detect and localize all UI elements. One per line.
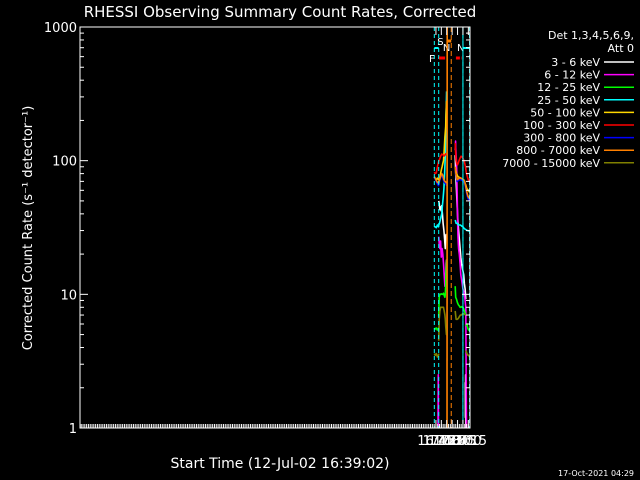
legend-header-line-2: Att 0 — [608, 42, 634, 55]
series-7-segment-0 — [433, 172, 448, 184]
series-5-segment-0 — [433, 152, 448, 175]
x-tick-label-4: 17:45 — [439, 434, 476, 449]
series-5-segment-1 — [454, 143, 471, 182]
legend-label-8: 7000 - 15000 keV — [502, 157, 600, 170]
night-N-marker: N — [443, 43, 450, 54]
legend-label-6: 300 - 800 keV — [523, 132, 600, 145]
series-8-segment-0 — [433, 352, 440, 358]
timestamp-text: 17-Oct-2021 04:29 — [558, 469, 634, 478]
series-7-segment-2 — [454, 166, 471, 200]
series-2-segment-2 — [454, 286, 467, 316]
series-8-segment-2 — [454, 310, 466, 321]
x-tick-label-5: 18:00 — [444, 434, 481, 449]
x-tick-label-3: 17:30 — [433, 434, 470, 449]
series-8-segment-3 — [465, 350, 471, 358]
x-axis-label: Start Time (12-Jul-02 16:39:02) — [170, 456, 389, 472]
flag-label-3: S — [437, 37, 443, 48]
y-tick-label-1: 10 — [60, 288, 77, 303]
series-2-segment-1 — [437, 260, 448, 317]
flag-label-0: F — [429, 54, 435, 65]
x-tick-label-6: 18:15 — [450, 434, 487, 449]
series-4-segment-0 — [433, 100, 448, 181]
legend-label-5: 100 - 300 keV — [523, 119, 600, 132]
x-tick-label-1: 17:00 — [423, 434, 460, 449]
plot-frame — [79, 26, 471, 429]
x-tick-label-2: 17:15 — [428, 434, 465, 449]
legend-header-line-1: Det 1,3,4,5,6,9, — [548, 29, 634, 42]
series-1-segment-0 — [437, 373, 440, 429]
legend-label-4: 50 - 100 keV — [530, 106, 600, 119]
x-tick-label-0: 16:45 — [417, 434, 454, 449]
legend-label-2: 12 - 25 keV — [537, 81, 600, 94]
legend-label-7: 800 - 7000 keV — [516, 144, 600, 157]
y-axis-label: Corrected Count Rate (s⁻¹ detector⁻¹) — [21, 106, 36, 351]
y-tick-label-2: 100 — [52, 155, 77, 170]
night-label-1: N — [457, 43, 464, 54]
series-0-segment-1 — [437, 200, 448, 250]
legend-label-0: 3 - 6 keV — [551, 56, 600, 69]
series-8-segment-1 — [437, 306, 448, 341]
y-tick-label-0: 1 — [69, 422, 77, 437]
legend-label-3: 25 - 50 keV — [537, 94, 600, 107]
chart-title: RHESSI Observing Summary Count Rates, Co… — [84, 3, 477, 21]
legend-label-1: 6 - 12 keV — [544, 69, 600, 82]
series-2-segment-3 — [465, 323, 471, 331]
y-tick-label-3: 1000 — [44, 21, 77, 36]
